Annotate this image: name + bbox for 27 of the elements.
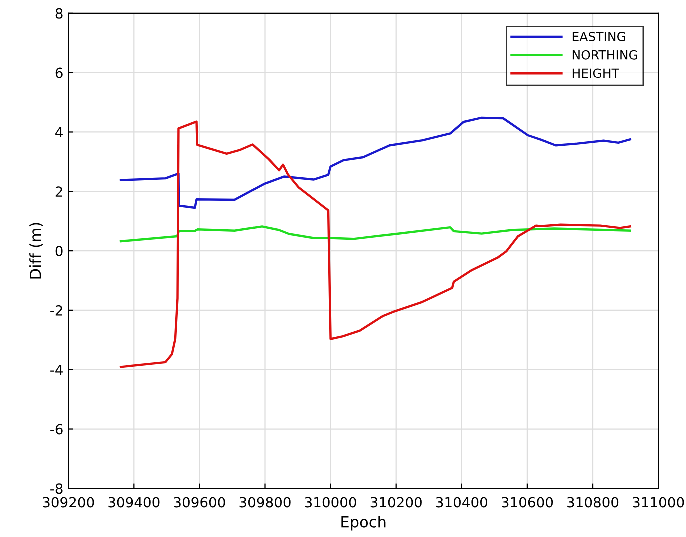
legend-label: EASTING	[572, 32, 626, 42]
x-tick-label: 310600	[502, 497, 554, 508]
x-axis-title: Epoch	[342, 516, 386, 531]
y-tick-label: 4	[56, 127, 63, 138]
y-tick-label: 0	[56, 246, 63, 257]
y-tick-label: -2	[50, 305, 62, 316]
x-tick-label: 309400	[108, 497, 160, 508]
line-series	[120, 116, 632, 210]
y-axis-title: Diff (m)	[30, 223, 44, 279]
x-tick-label: 310200	[370, 497, 422, 508]
x-tick-label: 309200	[43, 497, 94, 508]
y-tick-label: -6	[50, 424, 63, 435]
line-series	[120, 226, 632, 243]
x-tick-label: 311000	[633, 497, 684, 508]
legend-label: NORTHING	[572, 50, 638, 60]
y-tick-label: -4	[50, 365, 63, 376]
y-tick-label: 2	[56, 186, 62, 197]
x-tick-label: 310400	[436, 497, 488, 508]
x-tick-label: 309800	[240, 497, 291, 508]
x-tick-label: 310800	[568, 497, 619, 508]
line-series	[120, 120, 632, 368]
x-tick-label: 309600	[174, 497, 226, 508]
legend-label: HEIGHT	[572, 68, 620, 78]
x-tick-label: 310000	[305, 497, 356, 508]
y-tick-label: -8	[50, 484, 63, 494]
y-tick-label: 6	[56, 68, 63, 78]
y-tick-label: 8	[56, 8, 63, 19]
